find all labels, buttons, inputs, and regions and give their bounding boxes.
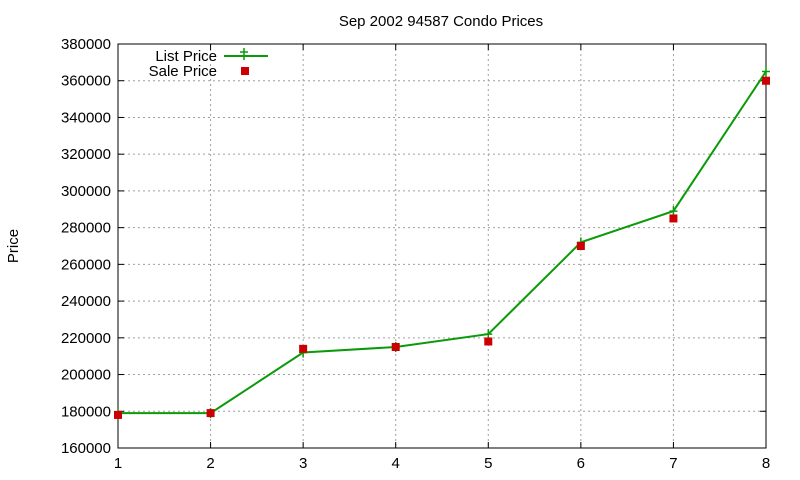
x-tick-label: 7 [669,455,677,472]
legend-label-sale-price: Sale Price [149,63,217,80]
sale-price-point [299,344,308,353]
sale-price-point [114,410,122,419]
legend-plus-marker [240,48,248,60]
x-tick-label: 4 [392,455,400,472]
y-axis-label: Price [5,229,22,263]
x-tick-label: 6 [577,455,585,472]
sale-price-point [484,337,493,346]
sale-price-point [206,409,215,418]
sale-price-point [669,214,678,223]
y-tick-label: 300000 [61,183,111,200]
x-tick-label: 3 [299,455,307,472]
legend-square-marker [241,67,249,75]
x-tick-label: 8 [762,455,770,472]
y-tick-label: 200000 [61,367,111,384]
y-tick-label: 340000 [61,109,111,126]
x-tick-label: 5 [484,455,492,472]
y-tick-label: 380000 [61,36,111,53]
list-price-point [484,329,493,340]
y-tick-label: 320000 [61,146,111,163]
legend-label-list-price: List Price [155,48,217,65]
grid [118,44,766,448]
sale-price-point [391,343,400,351]
list-price-line [118,70,767,415]
list-price-point [669,206,678,217]
axis-ticks: 160000 180000 200000 220000 240000 260000 2800… [61,36,770,472]
x-tick-label: 1 [114,455,122,472]
y-tick-label: 240000 [61,293,111,310]
y-tick-label: 360000 [61,73,111,90]
x-tick-label: 2 [206,455,214,472]
legend: List Price Sale Price [149,48,268,80]
y-tick-label: 220000 [61,330,111,347]
plot-frame [117,43,767,449]
y-tick-label: 180000 [61,403,111,420]
y-tick-label: 160000 [61,440,111,457]
y-tick-label: 280000 [61,220,111,237]
series [114,66,770,419]
y-tick-label: 260000 [61,256,111,273]
chart-title: Sep 2002 94587 Condo Prices [339,13,543,30]
list-price-point [762,66,770,77]
sale-price-point [762,76,770,85]
sale-price-point [576,242,585,250]
